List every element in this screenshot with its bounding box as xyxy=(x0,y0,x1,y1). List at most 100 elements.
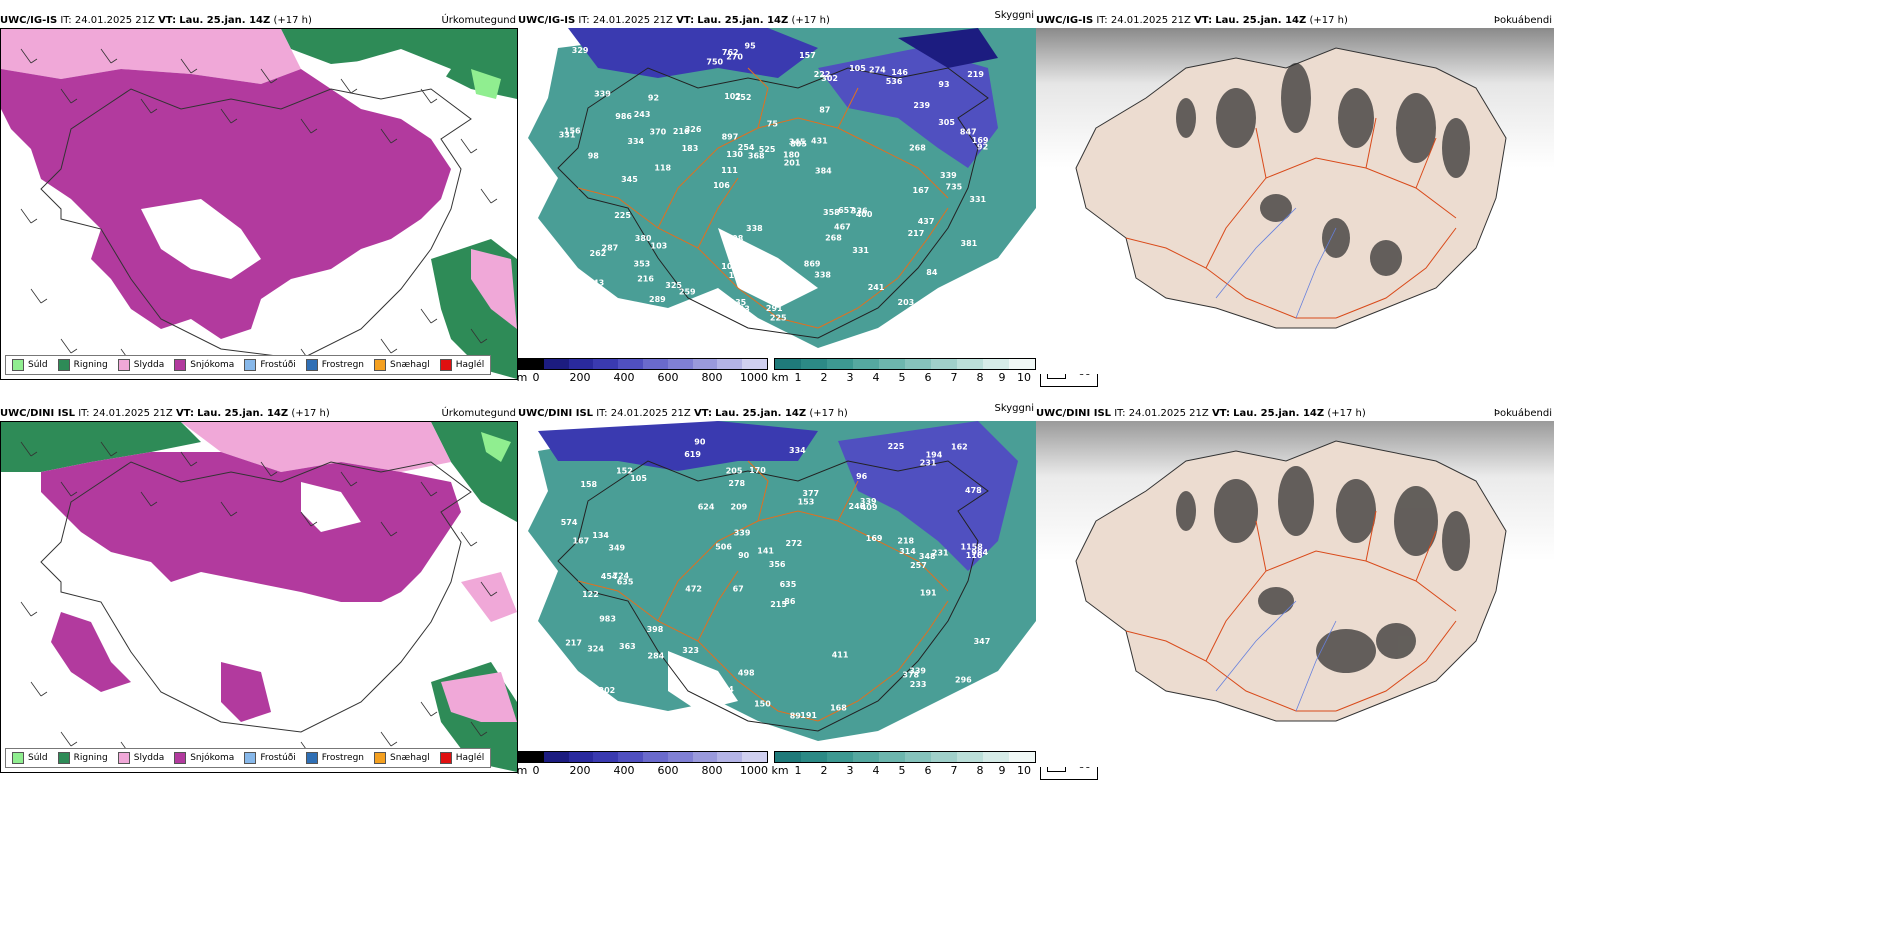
cloud-base-label: 95 xyxy=(745,42,757,51)
drizzle-area xyxy=(471,69,501,99)
precip-panel-top: UWC/IG-IS IT: 24.01.2025 21Z VT: Lau. 25… xyxy=(0,15,518,380)
cloud-base-label: 400 xyxy=(856,210,873,219)
cloud-base-label: 105 xyxy=(630,474,647,483)
cloud-base-ticks: m 0 200 400 600 800 1000 xyxy=(516,764,768,777)
cloud-base-label: 92 xyxy=(648,93,659,102)
cloud-base-label: 323 xyxy=(682,646,699,655)
cloud-labels-top: 118 98 93 106 87 120 102 75 287 326 345 216 252 805 40… xyxy=(559,42,989,327)
cloud-base-label: 349 xyxy=(608,543,625,552)
cloud-base-label: 409 xyxy=(861,503,878,512)
cloud-base-label: 150 xyxy=(754,699,771,708)
cloud-base-label: 205 xyxy=(726,466,743,475)
legend-item-rain: Rigning xyxy=(57,752,108,764)
coastline xyxy=(40,88,472,360)
panel-title-bottom-cloud: UWC/DINI ISL IT: 24.01.2025 21Z VT: Lau.… xyxy=(518,408,848,419)
cloud-base-label: 96 xyxy=(856,472,868,481)
sleet-area xyxy=(1,29,301,84)
cloud-base-label: 334 xyxy=(627,137,644,146)
cloud-base-label: 478 xyxy=(965,486,982,495)
cloud-base-label: 498 xyxy=(738,668,755,677)
cloud-base-label: 241 xyxy=(868,283,885,292)
cloud-base-label: 897 xyxy=(722,133,739,142)
cloud-base-label: 194 xyxy=(669,313,686,322)
legend-swatch xyxy=(374,359,387,371)
visibility-bar xyxy=(774,751,1036,763)
legend-swatch xyxy=(244,752,257,764)
cloud-base-label: 231 xyxy=(920,458,937,467)
cloud-base-label: 268 xyxy=(909,143,926,152)
cloud-base-label: 146 xyxy=(891,68,908,77)
cloud-base-label: 324 xyxy=(587,645,604,654)
cloud-base-label: 157 xyxy=(799,51,816,60)
cloud-base-label: 984 xyxy=(971,548,988,557)
legend-swatch xyxy=(439,752,452,764)
legend-item-freezing-drizzle: Frostúði xyxy=(244,752,296,764)
legend-swatch xyxy=(117,359,130,371)
cloud-labels-bottom: 90 96 116 67 86 724 158 246 122 153 356 252 619 472 89… xyxy=(561,438,991,722)
snow-area xyxy=(51,612,131,692)
cloud-base-label: 105 xyxy=(721,262,738,271)
cloud-base-label: 158 xyxy=(580,480,597,489)
cloud-base-label: 381 xyxy=(961,239,978,248)
cloud-base-label: 735 xyxy=(946,182,963,191)
cloud-base-label: 225 xyxy=(888,442,905,451)
cloud-base-label: 762 xyxy=(722,48,739,57)
cloud-base-label: 356 xyxy=(769,560,786,569)
fog-spots xyxy=(1176,63,1470,276)
cloud-base-label: 169 xyxy=(866,534,883,543)
cloud-base-label: 635 xyxy=(617,578,634,587)
cloud-base-label: 536 xyxy=(886,77,903,86)
cloud-base-label: 262 xyxy=(606,307,623,316)
coastline xyxy=(557,67,989,339)
cloud-base-label: 191 xyxy=(920,589,937,598)
cloud-base-label: 384 xyxy=(815,167,832,176)
cloud-base-label: 753 xyxy=(733,304,750,313)
cloud-base-label: 274 xyxy=(869,65,886,74)
cloud-base-ticks: m 0 200 400 600 800 1000 xyxy=(516,371,768,384)
cloud-base-label: 472 xyxy=(685,584,702,593)
cloud-base-label: 156 xyxy=(564,127,581,136)
legend-item-rain: Rigning xyxy=(57,359,108,371)
cloud-base-label: 239 xyxy=(913,101,930,110)
legend-swatch xyxy=(57,359,70,371)
fog-map-svg-bottom xyxy=(1036,421,1554,767)
roads xyxy=(577,460,949,722)
fog-panel-bottom: UWC/DINI ISL IT: 24.01.2025 21Z VT: Lau.… xyxy=(1036,408,1554,767)
cloud-base-label: 67 xyxy=(733,585,744,594)
cloud-base-label: 219 xyxy=(575,304,592,313)
cloud-base-label: 218 xyxy=(897,537,914,546)
cloud-base-label: 431 xyxy=(811,137,828,146)
cloud-base-bar xyxy=(518,358,768,370)
fog-spots xyxy=(1176,466,1470,673)
cloud-base-label: 724 xyxy=(613,572,630,581)
visibility-bar xyxy=(774,358,1036,370)
visibility-title: Skyggni xyxy=(994,403,1034,414)
cloud-base-label: 574 xyxy=(561,518,578,527)
legend-item-sleet: Slydda xyxy=(117,752,164,764)
legend-item-snow: Snjókoma xyxy=(174,752,234,764)
cloud-base-label: 252 xyxy=(595,699,612,708)
cloud-base-low xyxy=(538,421,818,471)
cloud-base-label: 339 xyxy=(734,528,751,537)
cloud-base-label: 326 xyxy=(685,125,702,134)
legend-swatch xyxy=(305,359,318,371)
cloud-base-label: 246 xyxy=(849,502,866,511)
legend-item-sleet: Slydda xyxy=(117,359,164,371)
precip-legend-top: Súld Rigning Slydda Snjókoma Frostúði Fr… xyxy=(5,355,492,375)
sleet-area xyxy=(181,422,451,472)
fog-title: Þokuábendi xyxy=(1493,15,1552,26)
legend-item-hail: Haglél xyxy=(439,359,484,371)
legend-swatch xyxy=(174,359,187,371)
cloud-base-label: 143 xyxy=(588,279,605,288)
cloud-base-label: 86 xyxy=(784,597,796,606)
wind-barbs xyxy=(20,441,498,757)
cloud-base-label: 219 xyxy=(967,70,984,79)
cloud-base-label: 345 xyxy=(621,175,638,184)
cloud-base-label: 284 xyxy=(648,652,665,661)
cloud-base-label: 135 xyxy=(730,298,747,307)
cloud-base-label: 289 xyxy=(649,295,666,304)
cloud-base-label: 353 xyxy=(634,260,651,269)
cloud-base-label: 152 xyxy=(616,467,633,476)
cloud-panel-bottom: UWC/DINI ISL IT: 24.01.2025 21Z VT: Lau.… xyxy=(517,403,1036,777)
sleet-area xyxy=(461,572,517,622)
